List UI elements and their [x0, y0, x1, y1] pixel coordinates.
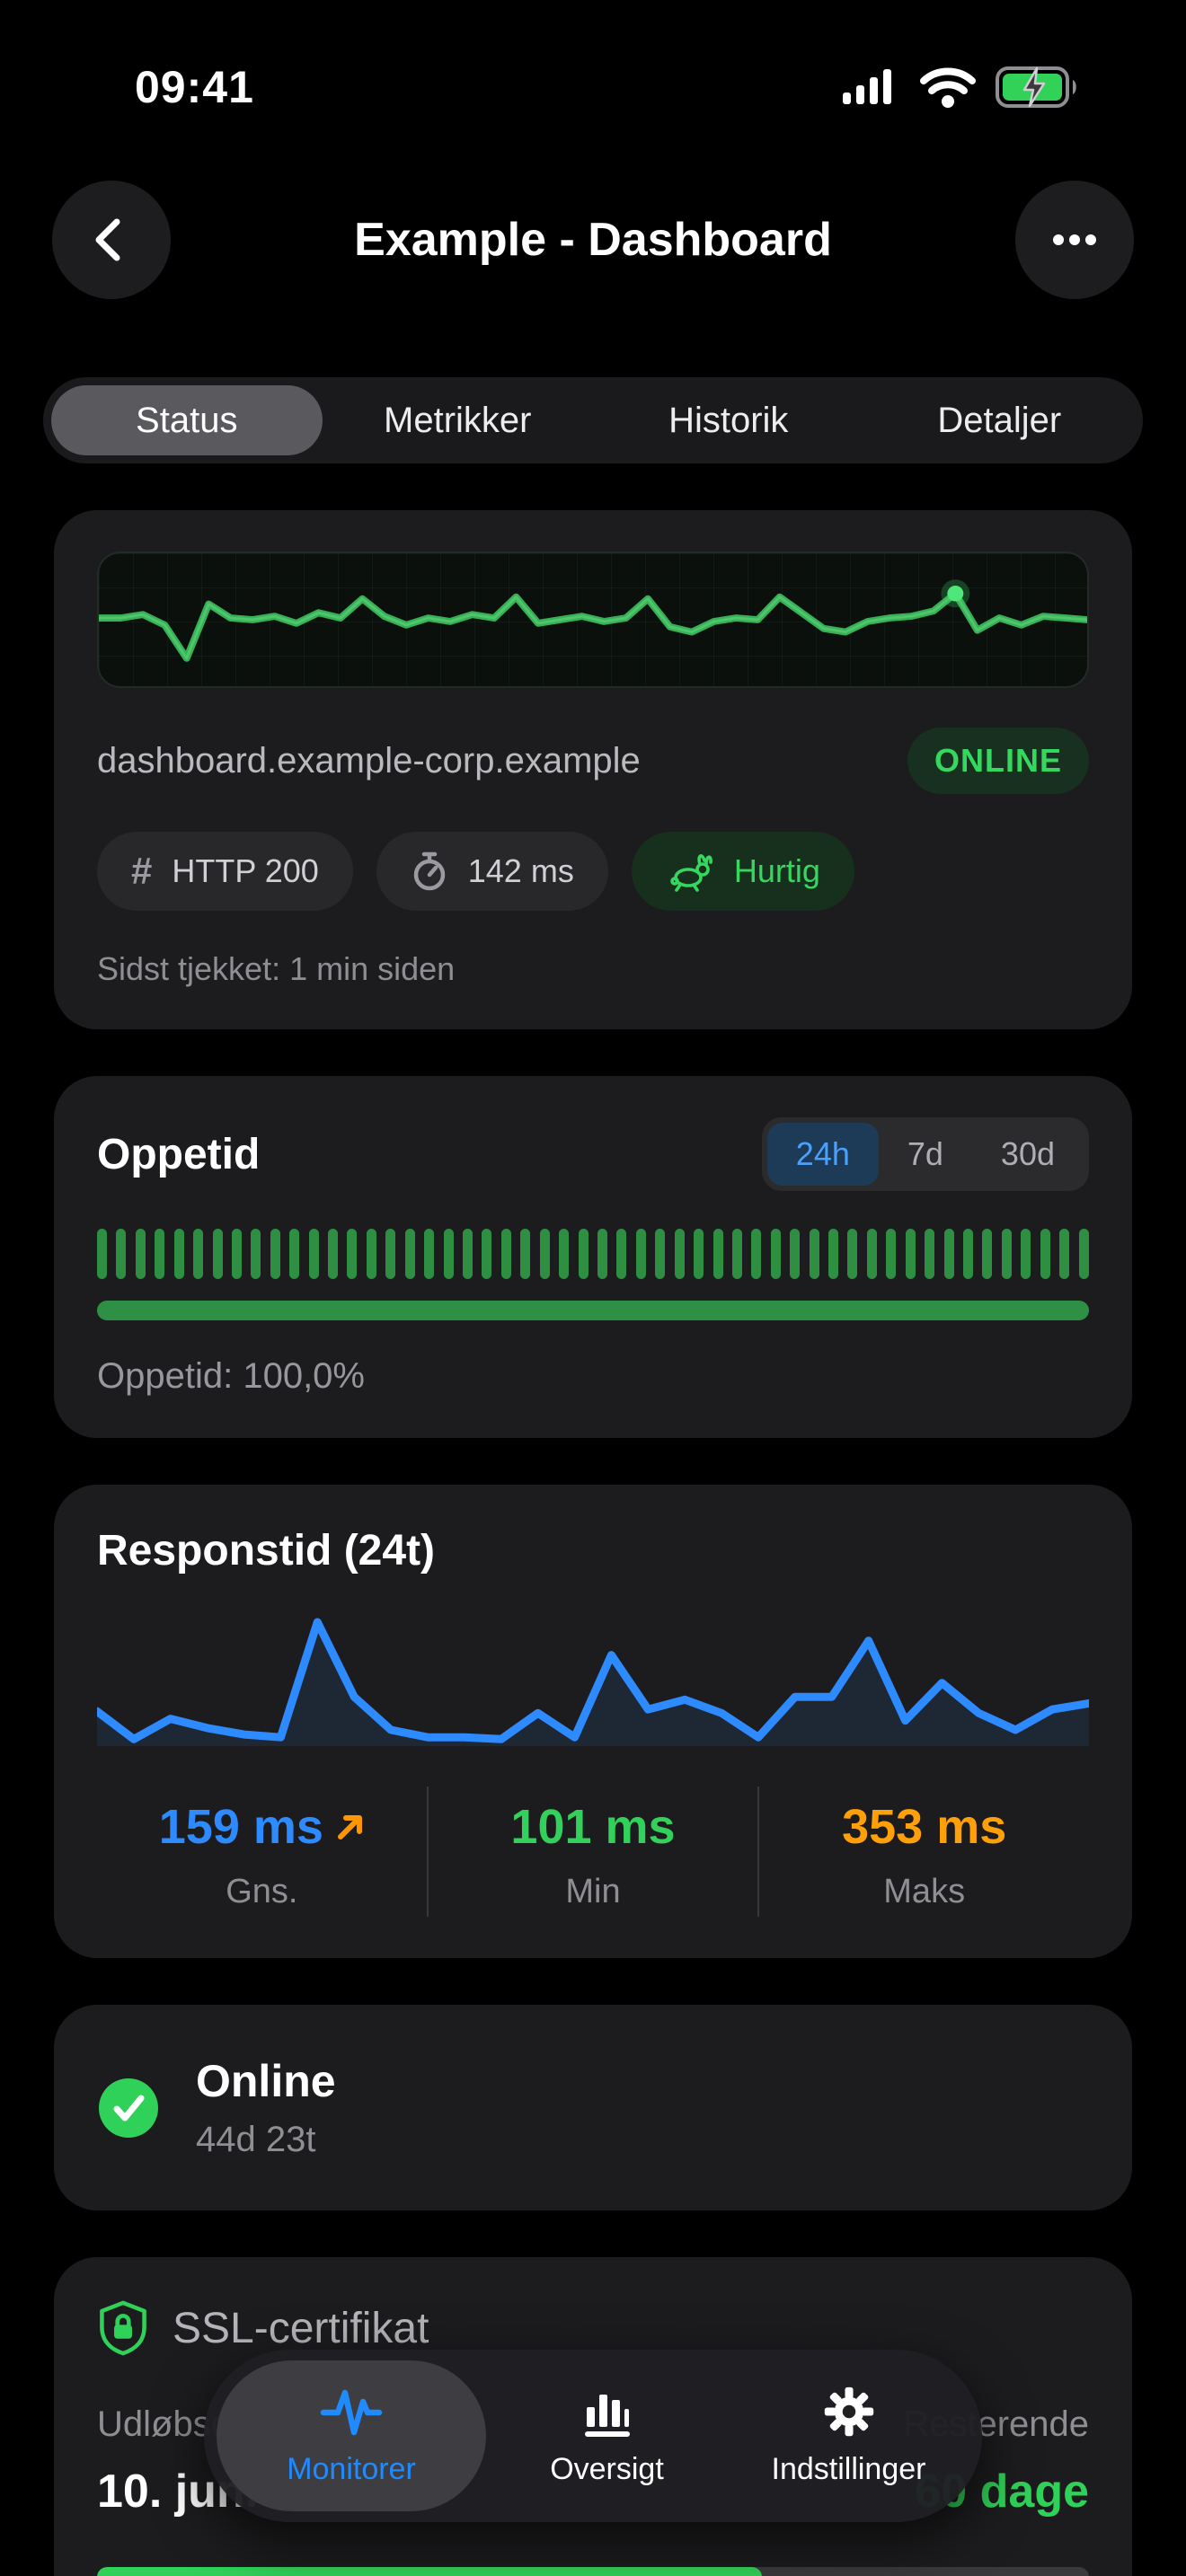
response-time-value: 142 ms: [467, 852, 574, 889]
stopwatch-icon: [413, 851, 446, 891]
last-checked-text: Sidst tjekket: 1 min siden: [97, 950, 456, 987]
range-24h[interactable]: 24h: [766, 1123, 879, 1186]
ellipsis-icon: [1053, 234, 1096, 245]
uptime-card: Oppetid 24h 7d 30d Oppetid: 100,0%: [54, 1076, 1132, 1438]
page-title: Example - Dashboard: [354, 214, 832, 266]
ssl-progress-fill: [97, 2567, 762, 2576]
tab-status[interactable]: Status: [51, 385, 323, 455]
online-status-card: Online 44d 23t: [54, 2005, 1132, 2210]
tab-metrikker[interactable]: Metrikker: [384, 400, 532, 440]
tabbar-label-monitorer: Monitorer: [287, 2451, 416, 2486]
tabbar-item-monitorer[interactable]: Monitorer: [217, 2360, 486, 2511]
status-badge: ONLINE: [907, 728, 1089, 794]
stat-average: 159 ms Gns.: [97, 1786, 427, 1917]
clock: 09:41: [135, 62, 254, 112]
response-line-chart: [93, 1618, 1093, 1746]
battery-charging-icon: [996, 66, 1076, 108]
header: Example - Dashboard: [0, 154, 1186, 325]
back-button[interactable]: [52, 181, 171, 299]
max-label: Maks: [883, 1873, 966, 1910]
tabbar-label-indstillinger: Indstillinger: [771, 2451, 926, 2486]
more-options-button[interactable]: [1015, 181, 1134, 299]
response-stats: 159 ms Gns. 101 ms Min 353 ms Maks: [97, 1786, 1089, 1917]
tabbar-item-indstillinger[interactable]: Indstillinger: [728, 2360, 969, 2511]
speed-chip: Hurtig: [631, 832, 854, 911]
uptime-bars: [97, 1229, 1089, 1279]
status-bar: 09:41: [0, 0, 1186, 128]
stat-min: 101 ms Min: [426, 1786, 758, 1917]
heartbeat-chart: [97, 551, 1089, 688]
max-value: 353 ms: [842, 1800, 1007, 1854]
stat-max: 353 ms Maks: [757, 1786, 1089, 1917]
uptime-title: Oppetid: [97, 1130, 261, 1178]
tabbar-label-oversigt: Oversigt: [550, 2451, 664, 2486]
section-tabs: Status Metrikker Historik Detaljer: [43, 377, 1143, 463]
bar-chart-icon: [584, 2394, 630, 2437]
rabbit-icon: [670, 854, 712, 892]
ssl-progress-track: [97, 2567, 1089, 2576]
ssl-title: SSL-certifikat: [173, 2304, 429, 2352]
heartbeat-line: [99, 579, 1087, 662]
check-circle-icon: [99, 2078, 158, 2138]
tab-detaljer[interactable]: Detaljer: [937, 400, 1062, 440]
chevron-left-icon: [95, 218, 120, 261]
avg-label: Gns.: [226, 1873, 298, 1910]
http-status-value: HTTP 200: [172, 852, 319, 889]
trend-up-icon: [337, 1815, 362, 1839]
uptime-summary: Oppetid: 100,0%: [97, 1356, 365, 1396]
range-30d[interactable]: 30d: [1000, 1135, 1055, 1172]
tab-bar: Monitorer Oversigt: [204, 2350, 982, 2522]
range-selector: 24h 7d 30d: [761, 1117, 1089, 1191]
cellular-signal-icon: [843, 69, 891, 104]
hash-icon: #: [131, 850, 153, 892]
http-status-chip: # HTTP 200: [97, 832, 353, 911]
response-time-chip: 142 ms: [376, 832, 608, 911]
tab-historik[interactable]: Historik: [668, 400, 789, 440]
min-value: 101 ms: [510, 1800, 676, 1854]
response-title: Responstid (24t): [97, 1527, 436, 1575]
monitor-url: dashboard.example-corp.example: [97, 740, 641, 781]
avg-value: 159 ms: [158, 1800, 323, 1854]
tabbar-item-oversigt[interactable]: Oversigt: [486, 2360, 728, 2511]
wifi-icon: [920, 67, 976, 108]
speed-value: Hurtig: [733, 852, 820, 889]
online-duration: 44d 23t: [196, 2120, 316, 2159]
shield-lock-icon: [100, 2300, 146, 2356]
card-stack: dashboard.example-corp.example ONLINE # …: [54, 510, 1132, 2576]
pulse-icon: [320, 2389, 383, 2435]
online-status-title: Online: [196, 2056, 336, 2106]
response-card: Responstid (24t) 159 ms Gns. 101 ms Min …: [54, 1485, 1132, 1958]
uptime-progress: [97, 1301, 1089, 1320]
range-7d[interactable]: 7d: [907, 1135, 943, 1172]
min-label: Min: [565, 1873, 621, 1910]
status-icons: [843, 66, 1078, 108]
metric-chips: # HTTP 200 142 ms: [97, 832, 1089, 911]
gear-icon: [824, 2386, 873, 2436]
monitor-card: dashboard.example-corp.example ONLINE # …: [54, 510, 1132, 1029]
